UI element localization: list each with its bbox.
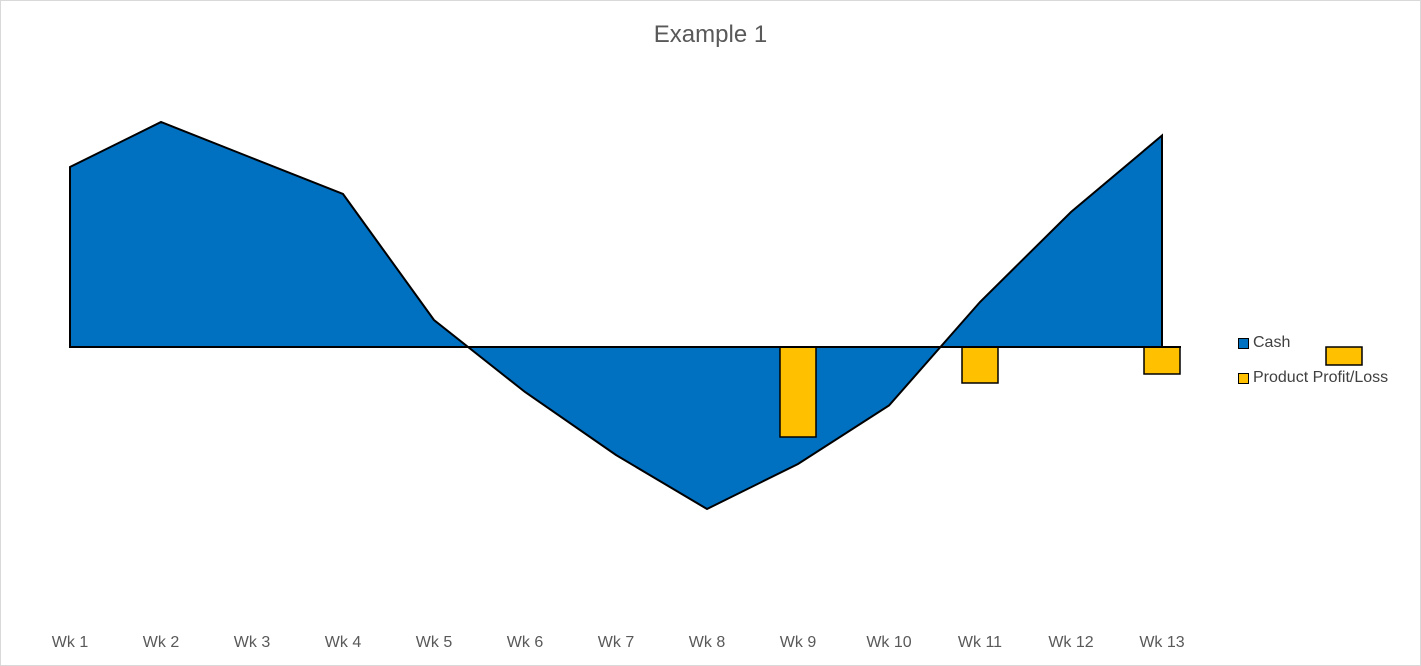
legend-swatch-cash [1238, 337, 1249, 349]
x-tick-label: Wk 10 [866, 634, 911, 651]
x-tick-label: Wk 3 [234, 634, 271, 651]
profit-loss-bar [779, 346, 817, 438]
profit-loss-bar [1325, 346, 1363, 366]
profit-loss-bar [961, 346, 999, 384]
x-tick-label: Wk 2 [143, 634, 180, 651]
legend-swatch-product-profit-loss [1238, 372, 1249, 384]
x-tick-label: Wk 12 [1048, 634, 1093, 651]
x-tick-label: Wk 4 [325, 634, 362, 651]
x-tick-label: Wk 11 [958, 634, 1002, 651]
chart-title: Example 1 [653, 21, 768, 48]
x-tick-label: Wk 13 [1139, 634, 1184, 651]
x-tick-label: Wk 1 [52, 634, 89, 651]
x-tick-label: Wk 8 [689, 634, 726, 651]
legend-item-product-profit-loss: Product Profit/Loss [1238, 367, 1388, 389]
cash-area [69, 120, 1163, 511]
x-tick-label: Wk 6 [507, 634, 544, 651]
legend-label-product-profit-loss: Product Profit/Loss [1253, 369, 1389, 386]
x-tick-label: Wk 7 [598, 634, 635, 651]
profit-loss-bar [1143, 346, 1181, 375]
x-tick-label: Wk 5 [416, 634, 453, 651]
legend-label-cash: Cash [1253, 334, 1291, 351]
legend-item-cash: Cash [1238, 332, 1388, 354]
x-tick-label: Wk 9 [780, 634, 817, 651]
chart-legend: Cash Product Profit/Loss [1238, 332, 1388, 402]
